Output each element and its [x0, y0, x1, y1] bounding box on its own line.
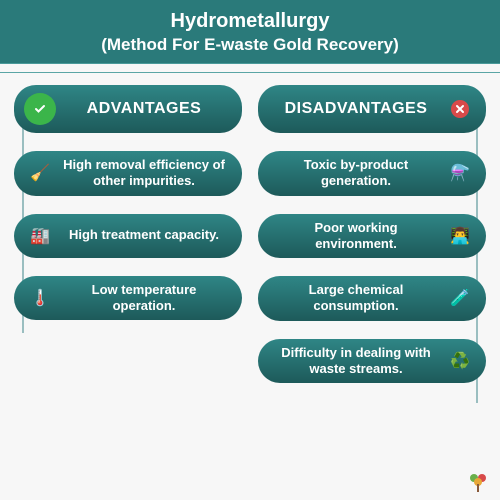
thermometer-icon: 🌡️: [24, 282, 56, 314]
thumbs-up-check-icon: [24, 93, 56, 125]
disadvantages-column: DISADVANTAGES ⚗️ Toxic by-product genera…: [258, 85, 486, 401]
disadvantage-item: 🧪 Large chemical consumption.: [258, 276, 486, 321]
subtitle: (Method For E-waste Gold Recovery): [0, 35, 500, 55]
advantages-column: ADVANTAGES 🧹 High removal efficiency of …: [14, 85, 242, 401]
disadvantage-item: ♻️ Difficulty in dealing with waste stre…: [258, 339, 486, 384]
waste-stream-icon: ♻️: [444, 345, 476, 377]
columns-container: ADVANTAGES 🧹 High removal efficiency of …: [0, 85, 500, 401]
disadvantage-item: 👨‍💻 Poor working environment.: [258, 214, 486, 259]
worker-icon: 👨‍💻: [444, 220, 476, 252]
factory-icon: 🏭: [24, 220, 56, 252]
disadvantages-label: DISADVANTAGES: [268, 99, 444, 119]
disadvantage-text: Poor working environment.: [268, 220, 444, 253]
title: Hydrometallurgy: [0, 10, 500, 33]
divider: [0, 72, 500, 73]
header: Hydrometallurgy (Method For E-waste Gold…: [0, 0, 500, 64]
disadvantage-text: Toxic by-product generation.: [268, 157, 444, 190]
advantage-item: 🧹 High removal efficiency of other impur…: [14, 151, 242, 196]
advantages-label: ADVANTAGES: [56, 99, 232, 119]
disadvantage-text: Large chemical consumption.: [268, 282, 444, 315]
advantages-header-pill: ADVANTAGES: [14, 85, 242, 133]
cleaning-icon: 🧹: [24, 157, 56, 189]
advantage-item: 🏭 High treatment capacity.: [14, 214, 242, 258]
toxic-flask-icon: ⚗️: [444, 157, 476, 189]
thumbs-down-x-icon: [444, 93, 476, 125]
tree-logo: [466, 470, 490, 494]
chemical-flask-icon: 🧪: [444, 282, 476, 314]
advantage-text: High removal efficiency of other impurit…: [56, 157, 232, 190]
disadvantages-header-pill: DISADVANTAGES: [258, 85, 486, 133]
disadvantage-item: ⚗️ Toxic by-product generation.: [258, 151, 486, 196]
disadvantage-text: Difficulty in dealing with waste streams…: [268, 345, 444, 378]
advantage-item: 🌡️ Low temperature operation.: [14, 276, 242, 321]
advantage-text: Low temperature operation.: [56, 282, 232, 315]
advantage-text: High treatment capacity.: [56, 227, 232, 243]
